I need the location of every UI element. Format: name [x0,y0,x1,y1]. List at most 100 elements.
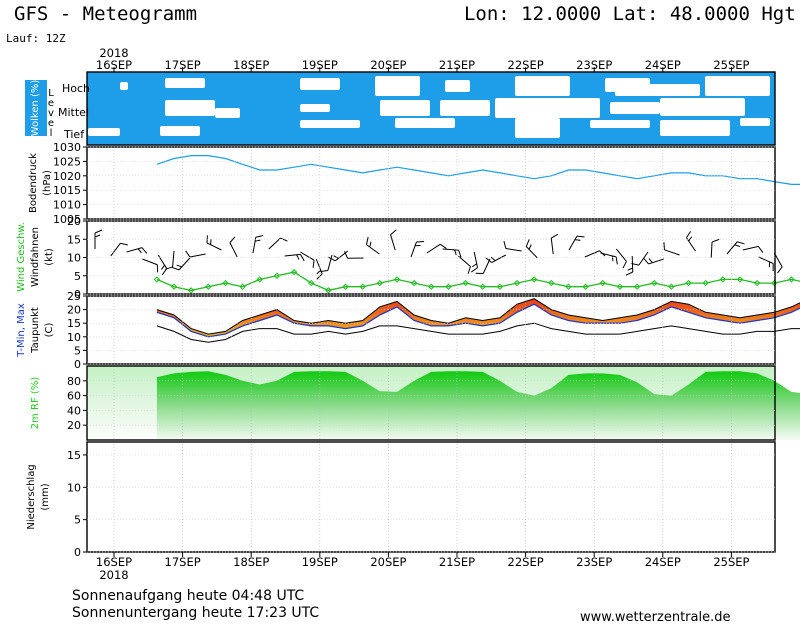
wind-barb [315,258,323,280]
svg-text:Wind Geschw.: Wind Geschw. [16,222,27,292]
wind-speed-point [325,287,332,294]
cloud-patch [375,76,420,96]
cloud-patch [165,78,205,88]
wind-barb [631,251,649,266]
cloud-patch [215,108,240,118]
wind-barb [268,237,288,250]
y-tick-label: 1030 [53,141,81,154]
cloud-patch [445,80,470,92]
temp-panel-label: T-Min, Max Taupunkt (C) [16,303,55,358]
wind-speed-point [633,283,641,290]
wind-speed-point [376,279,384,287]
y-tick-label: 20 [67,304,81,317]
svg-text:(mm): (mm) [40,483,51,510]
wind-barb [475,258,491,275]
wind-barb [584,250,606,258]
wind-barb [410,241,425,258]
day-label: 19SEP [302,555,338,569]
wind-speed-point [256,276,263,283]
cloud-patch [88,128,120,136]
wind-speed-point [205,283,212,290]
svg-text:(kt): (kt) [44,248,55,266]
day-label: 20SEP [370,555,406,569]
wind-speed-point [308,279,315,287]
location-readout: Lon: 12.0000 Lat: 48.0000 Hgt: 5 [463,3,800,25]
cloud-level-mid: Mittel [58,106,89,119]
cloud-patch [615,84,700,96]
y-tick-label: 80 [67,375,81,388]
wind-speed-point [342,283,349,290]
panel-frame-precip [86,441,776,553]
tmax-line [156,298,800,335]
wind-speed-point [530,276,538,283]
wind-barb [142,258,159,273]
svg-text:Niederschlag: Niederschlag [26,464,37,529]
y-tick-label: 60 [67,390,81,403]
wind-barb [442,248,462,258]
panel-frame-pressure [86,146,776,220]
wind-speed-point [222,279,229,287]
cloud-patch [610,102,660,114]
wind-barb [550,233,559,255]
cloud-patch [300,120,360,128]
day-label: 22SEP [508,58,544,72]
y-tick-label: 40 [67,404,81,417]
wind-speed-point [513,279,521,287]
y-tick-label: 25 [67,290,81,303]
cloud-level-low: Tief [63,128,85,141]
wind-barb [663,242,680,256]
wind-barb [686,231,696,252]
source-link[interactable]: www.wetterzentrale.de [580,610,731,625]
y-tick-label: 1015 [53,184,81,197]
year-label-bottom: 2018 [99,568,128,582]
day-label: 23SEP [576,555,612,569]
wind-barb [157,254,168,276]
model-run-label: Lauf: 12Z [6,32,66,45]
wind-barb [185,250,206,258]
wind-barb [110,242,128,257]
svg-text:Taupunkt: Taupunkt [30,307,41,354]
wind-panel-label: Wind Geschw. Windfahnen (kt) [16,222,55,292]
day-label: 23SEP [576,58,612,72]
wind-barb [365,237,380,255]
wind-barb [458,255,471,274]
wind-speed-point [685,279,692,287]
cloud-patch [515,76,570,96]
y-tick-label: 1020 [53,170,81,183]
day-label: 24SEP [645,58,681,72]
wind-barb [485,254,507,263]
cloud-patch [705,76,770,96]
y-tick-label: 1005 [53,213,81,226]
svg-text:2m RF (%): 2m RF (%) [30,377,41,430]
wind-barb [252,235,264,254]
wind-speed-point [479,283,486,290]
wind-speed-point [170,283,178,290]
wind-barb [94,229,103,249]
wind-speed-point [359,283,366,290]
cloud-axis-letter: e [48,98,54,109]
y-tick-label: 15 [67,317,81,330]
y-tick-label: 20 [67,215,81,228]
cloud-patch [120,82,128,90]
y-tick-label: 5 [74,270,81,283]
day-label: 16SEP [96,58,132,72]
cloud-panel-label: Wolken (%) [25,80,47,136]
wind-speed-point [582,283,589,290]
wind-barb [758,256,774,272]
svg-text:T-Min, Max: T-Min, Max [16,303,27,358]
y-tick-label: 5 [74,344,81,357]
y-tick-label: 0 [74,288,81,301]
dewpoint-line [156,322,800,343]
svg-text:(hPa): (hPa) [42,170,53,196]
wind-barb [171,257,191,271]
wind-speed-point [548,279,555,287]
wind-speed-point [719,276,727,283]
wind-barb [284,253,305,262]
day-label: 21SEP [439,555,475,569]
wind-barb [320,254,333,273]
wind-speed-point [599,279,606,287]
wind-barb [229,236,238,258]
day-label: 22SEP [508,555,544,569]
wind-barb [126,247,148,254]
temp-range-area [156,298,800,337]
